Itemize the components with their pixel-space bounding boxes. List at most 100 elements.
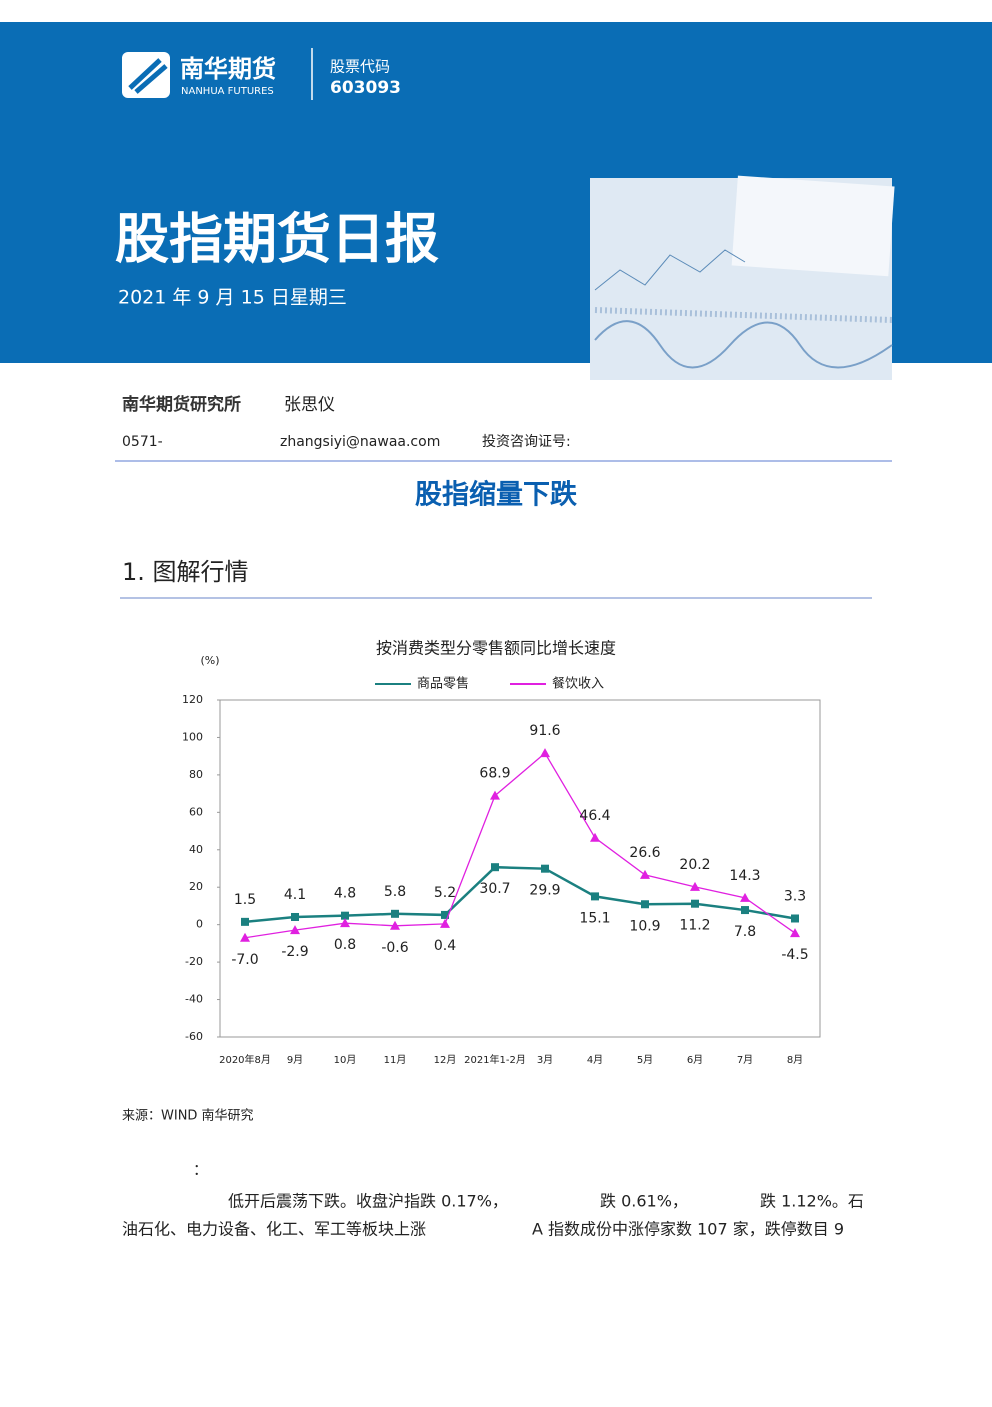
point bbox=[591, 892, 599, 901]
data-label: -2.9 bbox=[281, 944, 308, 960]
x-tick-label: 3月 bbox=[537, 1054, 553, 1066]
point bbox=[441, 910, 449, 919]
data-label: 46.4 bbox=[579, 808, 610, 824]
x-tick-label: 11月 bbox=[384, 1054, 407, 1066]
source: 来源：WIND 南华研究 bbox=[122, 1108, 254, 1124]
report-title: 股指期货日报 bbox=[115, 208, 439, 271]
point bbox=[691, 899, 699, 908]
x-tick-label: 4月 bbox=[587, 1054, 603, 1066]
point bbox=[790, 928, 800, 938]
point bbox=[741, 906, 749, 915]
body-text: 跌 1.12%。石 bbox=[760, 1192, 864, 1211]
chart: 按消费类型分零售额同比增长速度 (%) -60 -40 -20 0 20 40 60 80 100 1… bbox=[182, 639, 821, 1066]
y-tick-label: -60 bbox=[185, 1030, 203, 1043]
report-date: 2021 年 9 月 15 日星期三 bbox=[118, 287, 347, 309]
data-label: 4.1 bbox=[284, 887, 306, 903]
point bbox=[341, 911, 349, 920]
body-text: 跌 0.61%， bbox=[600, 1192, 688, 1211]
logo-en: NANHUA FUTURES bbox=[181, 86, 274, 97]
data-label: 91.6 bbox=[529, 723, 560, 739]
data-label: 7.8 bbox=[734, 924, 756, 940]
series-line bbox=[244, 865, 796, 924]
data-label: 11.2 bbox=[679, 918, 710, 934]
body-colon: ： bbox=[193, 1161, 208, 1179]
chart-title: 按消费类型分零售额同比增长速度 bbox=[376, 639, 616, 658]
point bbox=[590, 832, 600, 842]
point bbox=[541, 864, 549, 873]
phone: 0571- bbox=[122, 434, 163, 450]
point bbox=[490, 790, 500, 800]
author-name: 张思仪 bbox=[284, 395, 335, 415]
data-label: 5.2 bbox=[434, 885, 456, 901]
data-label: 68.9 bbox=[479, 766, 510, 782]
point bbox=[291, 912, 299, 921]
code: 603093 bbox=[330, 78, 401, 98]
point bbox=[740, 892, 750, 902]
point bbox=[491, 863, 499, 872]
y-tick-label: -40 bbox=[185, 993, 203, 1006]
point bbox=[641, 900, 649, 909]
point bbox=[791, 914, 799, 923]
data-label: 20.2 bbox=[679, 857, 710, 873]
point bbox=[391, 909, 399, 918]
data-label: 10.9 bbox=[629, 918, 660, 934]
section-title: 1. 图解行情 bbox=[122, 558, 249, 586]
data-label: 15.1 bbox=[579, 910, 610, 926]
x-tick-label: 7月 bbox=[737, 1054, 753, 1066]
point bbox=[440, 918, 450, 928]
code-label: 股票代码 bbox=[330, 58, 390, 76]
point bbox=[290, 925, 300, 935]
headline: 股指缩量下跌 bbox=[415, 479, 577, 511]
point bbox=[340, 918, 350, 928]
x-tick-label: 5月 bbox=[637, 1054, 653, 1066]
point bbox=[240, 932, 250, 942]
series-line bbox=[244, 752, 796, 939]
point bbox=[241, 917, 249, 926]
body-text: 低开后震荡下跌。收盘沪指跌 0.17%， bbox=[228, 1192, 508, 1211]
cert: 投资咨询证号: bbox=[482, 434, 571, 450]
logo-cn: 南华期货 bbox=[180, 55, 276, 83]
y-tick-label: 60 bbox=[189, 805, 203, 818]
data-label: 4.8 bbox=[334, 886, 356, 902]
y-tick-label: 100 bbox=[182, 730, 203, 743]
point bbox=[690, 881, 700, 891]
data-label: 1.5 bbox=[234, 892, 256, 908]
x-tick-label: 2021年1-2月 bbox=[464, 1053, 526, 1066]
point bbox=[540, 748, 550, 758]
email: zhangsiyi@nawaa.com bbox=[280, 434, 440, 450]
y-tick-label: 40 bbox=[189, 843, 203, 856]
x-tick-label: 12月 bbox=[434, 1054, 457, 1066]
point bbox=[640, 869, 650, 879]
x-tick-label: 10月 bbox=[334, 1054, 357, 1066]
plot-area bbox=[219, 699, 821, 1038]
x-tick-label: 9月 bbox=[287, 1054, 303, 1066]
y-tick-label: 80 bbox=[189, 768, 203, 781]
y-axis-label: (%) bbox=[200, 654, 219, 667]
data-label: 29.9 bbox=[529, 883, 560, 899]
legend-label: 餐饮收入 bbox=[552, 676, 604, 692]
body-text: 油石化、电力设备、化工、军工等板块上涨 bbox=[122, 1220, 426, 1239]
data-label: 26.6 bbox=[629, 845, 660, 861]
point bbox=[390, 920, 400, 930]
x-tick-label: 2020年8月 bbox=[219, 1053, 271, 1066]
author-org: 南华期货研究所 bbox=[122, 394, 241, 415]
data-label: -4.5 bbox=[781, 947, 808, 963]
data-label: -7.0 bbox=[231, 952, 258, 968]
y-tick-label: -20 bbox=[185, 955, 203, 968]
y-tick-label: 120 bbox=[182, 693, 203, 706]
y-tick-label: 20 bbox=[189, 880, 203, 893]
logo-mark bbox=[128, 58, 168, 94]
data-label: 0.4 bbox=[434, 938, 456, 954]
data-label: -0.6 bbox=[381, 940, 408, 956]
data-label: 5.8 bbox=[384, 884, 406, 900]
legend-label: 商品零售 bbox=[417, 676, 469, 692]
x-tick-label: 8月 bbox=[787, 1054, 803, 1066]
header-image bbox=[590, 175, 895, 380]
data-label: 30.7 bbox=[479, 881, 510, 897]
body-text: A 指数成份中涨停家数 107 家，跌停数目 9 bbox=[532, 1220, 844, 1239]
data-label: 3.3 bbox=[784, 888, 806, 904]
x-tick-label: 6月 bbox=[687, 1054, 703, 1066]
y-tick-label: 0 bbox=[196, 918, 203, 931]
data-label: 14.3 bbox=[729, 868, 760, 884]
